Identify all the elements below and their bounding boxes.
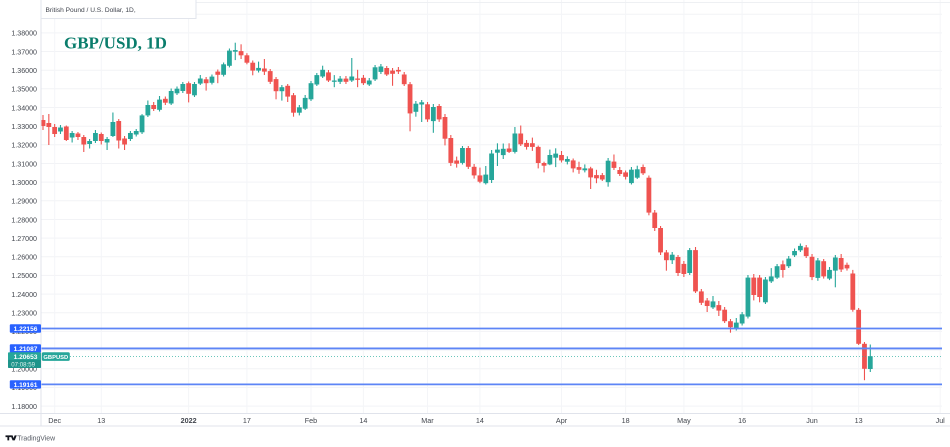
svg-text:1.24000: 1.24000	[11, 291, 37, 299]
svg-text:Jun: Jun	[806, 416, 818, 425]
svg-text:Jul: Jul	[936, 416, 946, 425]
svg-text:GBP/USD, 1D: GBP/USD, 1D	[64, 34, 167, 53]
svg-text:18: 18	[622, 416, 630, 425]
svg-text:1.33000: 1.33000	[11, 123, 37, 131]
svg-text:1.25000: 1.25000	[11, 272, 37, 280]
svg-text:13: 13	[97, 416, 105, 425]
svg-text:1.29000: 1.29000	[11, 198, 37, 206]
svg-text:Mar: Mar	[421, 416, 434, 425]
svg-text:British Pound / U.S. Dollar, 1: British Pound / U.S. Dollar, 1D,	[46, 7, 136, 14]
svg-text:1.22156: 1.22156	[14, 326, 38, 333]
svg-text:1.21087: 1.21087	[14, 346, 38, 353]
svg-text:TradingView: TradingView	[17, 435, 55, 442]
svg-text:1.27000: 1.27000	[11, 235, 37, 243]
svg-text:2022: 2022	[181, 416, 197, 425]
svg-text:14: 14	[476, 416, 484, 425]
svg-text:1.26000: 1.26000	[11, 254, 37, 262]
svg-text:17: 17	[243, 416, 251, 425]
svg-text:1.28000: 1.28000	[11, 216, 37, 224]
svg-text:1.35000: 1.35000	[11, 86, 37, 94]
svg-text:1.38000: 1.38000	[11, 30, 37, 38]
svg-text:Dec: Dec	[48, 416, 61, 425]
svg-text:1.32000: 1.32000	[11, 142, 37, 150]
svg-text:1.31000: 1.31000	[11, 160, 37, 168]
svg-text:1.20653: 1.20653	[14, 354, 38, 361]
svg-text:1.30000: 1.30000	[11, 179, 37, 187]
svg-text:13: 13	[855, 416, 863, 425]
svg-text:1.20000: 1.20000	[11, 366, 37, 374]
svg-text:May: May	[677, 416, 691, 425]
svg-text:14: 14	[359, 416, 367, 425]
svg-text:1.23000: 1.23000	[11, 310, 37, 318]
svg-text:Apr: Apr	[556, 416, 568, 425]
svg-text:1.18000: 1.18000	[11, 403, 37, 411]
svg-text:1.34000: 1.34000	[11, 104, 37, 112]
svg-text:1.37000: 1.37000	[11, 48, 37, 56]
svg-text:1.36000: 1.36000	[11, 67, 37, 75]
svg-text:16: 16	[738, 416, 746, 425]
svg-text:1.19161: 1.19161	[14, 382, 38, 389]
svg-text:07:08:59: 07:08:59	[11, 361, 35, 368]
svg-text:Feb: Feb	[305, 416, 317, 425]
svg-text:GBPUSD: GBPUSD	[43, 355, 68, 361]
